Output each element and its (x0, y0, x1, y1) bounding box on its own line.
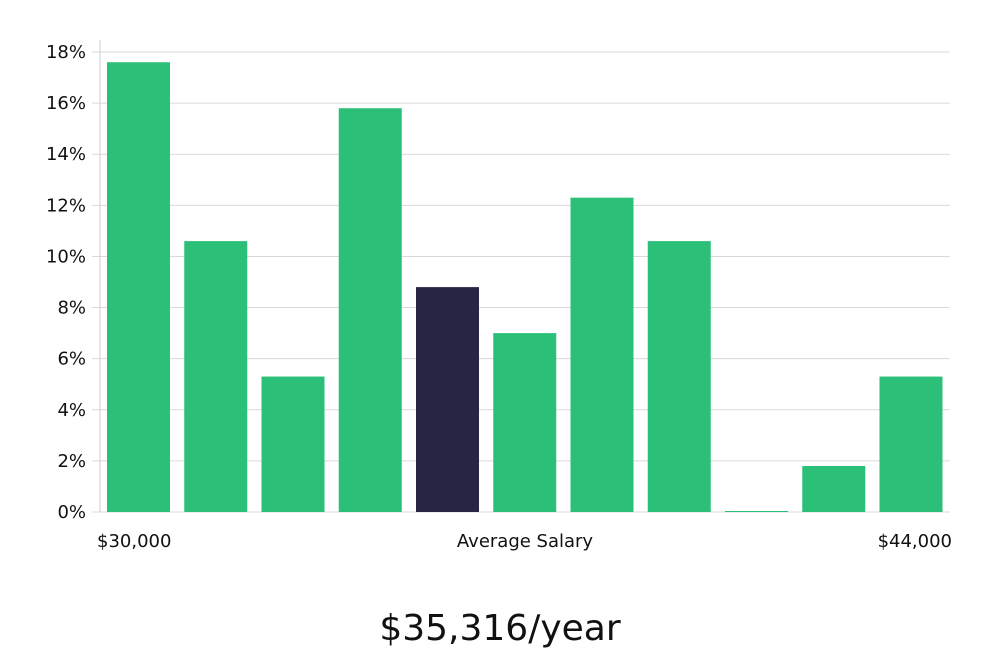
bar (184, 241, 248, 512)
bar (802, 466, 866, 512)
average-salary-headline: $35,316/year (379, 608, 621, 649)
y-tick-label: 10% (46, 246, 86, 267)
bar (338, 108, 402, 512)
bars (107, 62, 943, 512)
y-tick-label: 12% (46, 195, 86, 216)
y-axis-ticks: 0% 2% 4% 6% 8% 10% 12% 14% 16% 18% (46, 42, 86, 523)
bar (261, 376, 325, 512)
y-tick-label: 8% (57, 298, 86, 319)
y-tick-label: 0% (57, 502, 86, 523)
y-tick-label: 16% (46, 93, 86, 114)
y-tick-label: 4% (57, 400, 86, 421)
bar (107, 62, 170, 512)
highlighted-bar (416, 287, 479, 512)
bar (493, 333, 557, 512)
salary-histogram-chart: 0% 2% 4% 6% 8% 10% 12% 14% 16% 18% $30,000 Averag… (46, 40, 952, 552)
x-axis-right-label: $44,000 (878, 531, 952, 552)
y-tick-label: 18% (46, 42, 86, 63)
x-axis-title: Average Salary (457, 531, 594, 552)
bar (879, 376, 943, 512)
x-axis-left-label: $30,000 (97, 531, 171, 552)
y-tick-label: 14% (46, 144, 86, 165)
bar (570, 197, 634, 512)
bar (725, 511, 788, 512)
y-tick-label: 2% (57, 451, 86, 472)
bar (647, 241, 711, 512)
y-tick-label: 6% (57, 349, 86, 370)
